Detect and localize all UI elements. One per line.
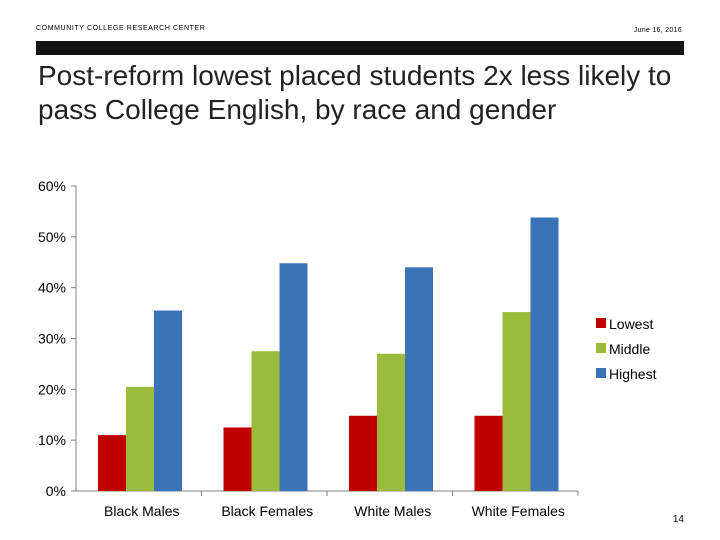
organization-name: COMMUNITY COLLEGE RESEARCH CENTER <box>36 25 206 32</box>
x-category-label: White Females <box>472 503 565 519</box>
bar-highest <box>405 267 433 491</box>
legend-swatch-middle <box>596 343 606 353</box>
legend-label-middle: Middle <box>609 341 650 357</box>
header-divider <box>36 41 684 55</box>
x-category-label: Black Males <box>104 503 179 519</box>
bar-lowest <box>474 415 503 491</box>
bar-highest <box>279 263 308 491</box>
bar-lowest <box>223 427 252 491</box>
bar-lowest <box>98 435 126 491</box>
bar-lowest <box>349 415 377 491</box>
y-tick-label: 50% <box>38 229 66 245</box>
bar-middle <box>502 312 531 491</box>
x-category-label: White Males <box>354 503 431 519</box>
slide-date: June 16, 2016 <box>633 27 682 34</box>
legend-label-lowest: Lowest <box>609 316 653 332</box>
y-tick-label: 60% <box>38 178 66 194</box>
legend-swatch-lowest <box>596 318 606 328</box>
page-number: 14 <box>672 514 684 525</box>
bar-middle <box>377 353 405 491</box>
y-tick-label: 0% <box>46 483 66 499</box>
bar-middle <box>126 386 154 491</box>
bar-highest <box>154 310 182 491</box>
slide-title: Post-reform lowest placed students 2x le… <box>38 60 672 125</box>
y-tick-label: 20% <box>38 381 66 397</box>
y-tick-label: 10% <box>38 432 66 448</box>
legend-label-highest: Highest <box>609 366 657 382</box>
y-tick-label: 30% <box>38 331 66 347</box>
x-category-label: Black Females <box>221 503 313 519</box>
legend-swatch-highest <box>596 368 606 378</box>
y-tick-label: 40% <box>38 280 66 296</box>
bar-highest <box>530 217 559 491</box>
bar-middle <box>251 351 280 491</box>
